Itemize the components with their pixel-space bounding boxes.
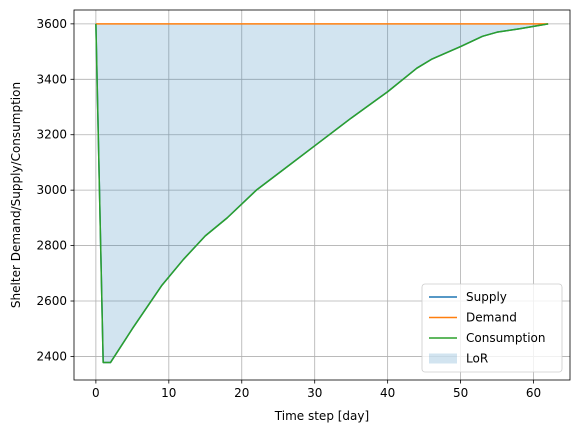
x-tick-label: 30 [307, 386, 322, 400]
legend-label-lor: LoR [466, 352, 488, 366]
lor-fill-area [95, 23, 549, 363]
y-tick-label: 2400 [36, 349, 67, 363]
y-tick-label: 3400 [36, 72, 67, 86]
axes-frame [73, 9, 571, 381]
y-axis-label: Shelter Demand/Supply/Consumption [9, 82, 23, 308]
x-tick-label: 0 [92, 386, 100, 400]
series-line-consumption [95, 23, 549, 364]
legend-label-consumption: Consumption [466, 331, 545, 345]
y-tick-label: 2800 [36, 239, 67, 253]
x-axis-label: Time step [day] [274, 409, 369, 423]
legend-label-supply: Supply [466, 290, 507, 304]
legend-label-demand: Demand [466, 311, 517, 325]
x-tick-label: 50 [453, 386, 468, 400]
ticks: 0 10 20 30 40 50 60 2400 2600 2800 3000 3200 3400 360… [36, 17, 541, 400]
series-layer [95, 23, 549, 364]
y-tick-label: 3200 [36, 128, 67, 142]
y-tick-label: 3600 [36, 17, 67, 31]
x-tick-label: 40 [380, 386, 395, 400]
y-tick-label: 3000 [36, 183, 67, 197]
x-tick-label: 60 [526, 386, 541, 400]
y-tick-label: 2600 [36, 294, 67, 308]
lor-fill-layer [95, 23, 549, 363]
legend: Supply Demand Consumption LoR [421, 283, 563, 373]
legend-box [421, 283, 563, 373]
x-tick-label: 20 [234, 386, 249, 400]
legend-swatch-lor [429, 353, 457, 364]
x-tick-label: 10 [161, 386, 176, 400]
